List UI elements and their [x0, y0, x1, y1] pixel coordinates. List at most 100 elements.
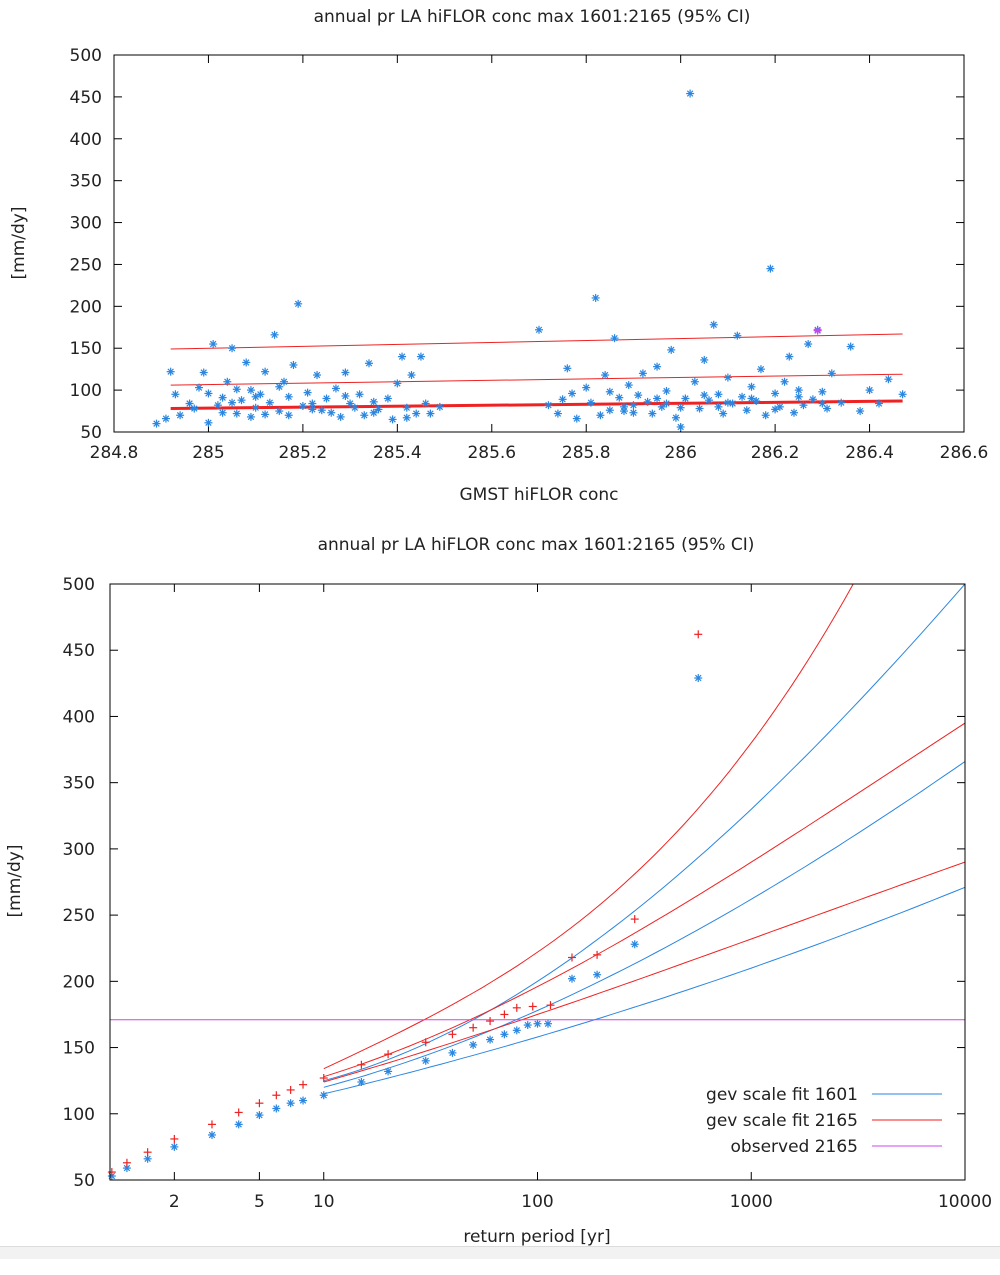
- chart1-data-point: [280, 377, 288, 386]
- chart1-data-point: [341, 368, 350, 377]
- chart1-data-point: [705, 396, 713, 405]
- chart2-data-point-1601: [286, 1099, 295, 1108]
- chart2-data-point-2165: [512, 1003, 521, 1012]
- chart2-data-point-2165: [143, 1148, 152, 1157]
- scatter-chart: annual pr LA hiFLOR conc max 1601:2165 (…: [9, 7, 989, 505]
- chart1-data-point: [827, 369, 836, 378]
- chart2-data-point-2165: [234, 1108, 243, 1117]
- chart1-data-point: [341, 391, 350, 400]
- chart1-fit-line: [170, 373, 903, 386]
- chart1-data-point: [412, 409, 421, 418]
- chart1-data-point: [723, 398, 732, 407]
- chart1-data-point: [747, 382, 756, 391]
- chart1-data-point: [846, 342, 855, 351]
- chart1-data-point: [884, 375, 893, 384]
- chart2-data-point-1601: [448, 1048, 457, 1057]
- chart2-data-point-1601: [319, 1091, 328, 1100]
- chart1-data-point: [643, 397, 652, 406]
- chart1-data-point: [568, 389, 577, 398]
- chart1-data-point: [813, 326, 822, 335]
- chart1-ylabel: [mm/dy]: [9, 207, 29, 280]
- chart1-data-point: [804, 340, 813, 349]
- chart1-data-point: [629, 408, 638, 417]
- chart2-curve-blue: [323, 584, 965, 1082]
- chart2-data-point-1601: [486, 1035, 495, 1044]
- chart1-data-point: [171, 390, 180, 399]
- chart2-y-tick-label: 300: [63, 840, 95, 860]
- chart1-data-point: [246, 412, 255, 421]
- chart1-data-point: [624, 381, 633, 390]
- chart1-x-tick-label: 286.4: [845, 443, 894, 463]
- chart1-data-point: [228, 344, 237, 353]
- chart1-x-tick-label: 286: [664, 443, 696, 463]
- chart1-data-point: [204, 389, 213, 398]
- chart1-data-point: [275, 382, 284, 391]
- chart1-fit-line: [170, 333, 903, 350]
- chart2-y-tick-label: 200: [63, 972, 95, 992]
- legend-label: observed 2165: [731, 1137, 858, 1157]
- chart1-data-point: [653, 394, 662, 403]
- chart1-data-point: [761, 411, 770, 420]
- chart1-data-point: [374, 405, 383, 414]
- chart1-data-point: [780, 377, 789, 386]
- chart1-data-point: [681, 394, 690, 403]
- chart2-data-point-2165: [286, 1085, 295, 1094]
- chart1-data-point: [185, 399, 194, 408]
- chart1-data-point: [284, 392, 293, 401]
- chart1-data-point: [270, 330, 279, 339]
- window-bottom-strip: [0, 1246, 1000, 1259]
- chart1-data-point: [435, 402, 444, 411]
- chart1-data-point: [818, 387, 827, 396]
- chart1-data-point: [610, 334, 619, 343]
- chart1-data-point: [383, 394, 392, 403]
- chart1-data-point: [653, 362, 662, 371]
- chart1-data-point: [662, 386, 671, 395]
- chart1-x-tick-label: 285.4: [373, 443, 422, 463]
- chart1-data-point: [563, 364, 572, 373]
- chart1-data-point: [733, 331, 742, 340]
- chart1-data-point: [771, 405, 780, 414]
- chart1-data-point: [228, 398, 237, 407]
- chart1-data-point: [242, 358, 251, 367]
- chart1-data-point: [738, 392, 747, 401]
- chart2-data-point-2165: [207, 1120, 216, 1129]
- chart1-data-point: [190, 404, 199, 413]
- chart2-data-point-1601: [207, 1130, 216, 1139]
- chart2-plot-frame: [109, 583, 966, 1181]
- chart1-data-point: [388, 415, 397, 424]
- chart1-data-point: [232, 385, 241, 394]
- chart1-y-tick-label: 450: [70, 88, 102, 108]
- chart1-data-point: [336, 412, 345, 421]
- chart1-data-point: [553, 409, 562, 418]
- chart1-data-point: [176, 411, 185, 420]
- chart1-points: [152, 89, 907, 431]
- chart1-data-point: [818, 399, 827, 408]
- chart2-x-ticks: 2 5 10 100 1000 10000: [169, 584, 992, 1212]
- chart2-data-point-1601: [357, 1077, 366, 1086]
- chart1-data-point: [416, 352, 425, 361]
- chart1-data-point: [714, 390, 723, 399]
- chart1-data-point: [662, 399, 671, 408]
- chart2-curve-blue: [323, 761, 965, 1088]
- chart1-data-point: [865, 386, 874, 395]
- chart1-data-point: [615, 393, 624, 402]
- chart2-y-tick-label: 450: [63, 641, 95, 661]
- chart2-data-point-2165: [528, 1002, 537, 1011]
- chart1-data-point: [161, 414, 170, 423]
- chart1-data-point: [601, 371, 610, 380]
- chart1-data-point: [808, 395, 817, 404]
- legend-label: gev scale fit 2165: [706, 1111, 858, 1131]
- chart2-legend: gev scale fit 1601 gev scale fit 2165 obse…: [706, 1085, 942, 1157]
- chart2-data-point-2165: [630, 915, 639, 924]
- chart1-x-tick-label: 286.6: [940, 443, 989, 463]
- chart1-data-point: [676, 422, 685, 431]
- chart2-curve-red: [323, 722, 965, 1078]
- chart2-data-point-1601: [512, 1026, 521, 1035]
- chart2-xlabel: return period [yr]: [463, 1227, 610, 1247]
- chart1-data-point: [166, 367, 175, 376]
- chart1-data-point: [676, 403, 685, 412]
- chart1-x-tick-label: 285.2: [279, 443, 328, 463]
- chart2-data-point-1601: [234, 1120, 243, 1129]
- chart2-curves: [110, 584, 965, 1095]
- chart1-x-tick-label: 285.6: [467, 443, 516, 463]
